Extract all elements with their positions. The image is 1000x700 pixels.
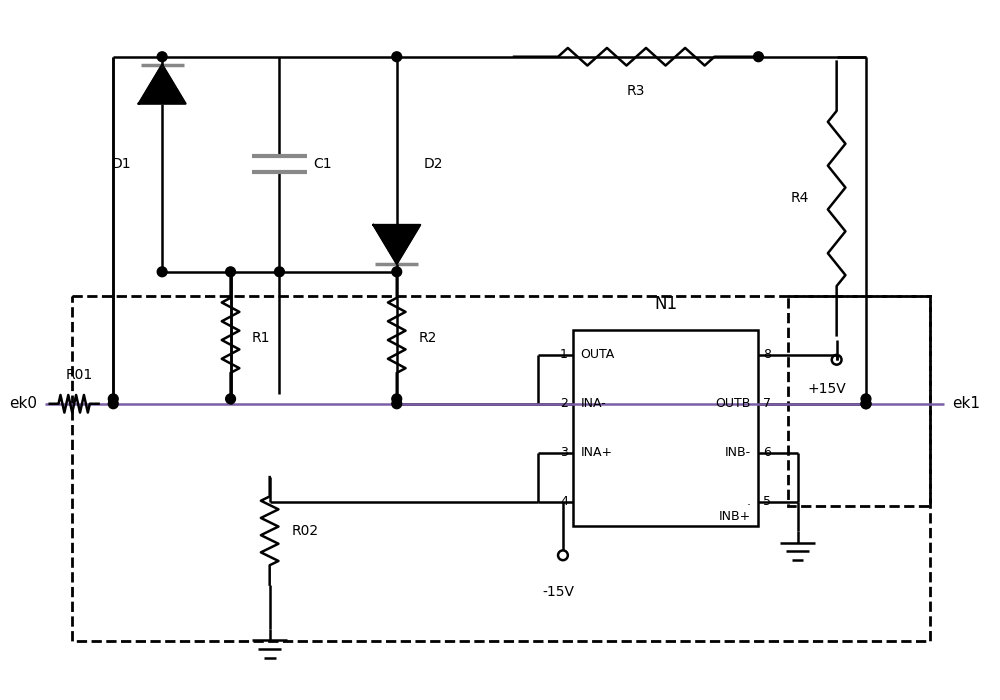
Text: D2: D2 — [424, 158, 444, 172]
Text: R2: R2 — [418, 331, 437, 345]
Circle shape — [392, 394, 402, 404]
Circle shape — [157, 52, 167, 62]
Text: 3: 3 — [560, 446, 568, 459]
Polygon shape — [139, 64, 186, 104]
Text: INB-: INB- — [724, 446, 751, 459]
Text: OUTB: OUTB — [715, 398, 751, 410]
Text: 2: 2 — [560, 398, 568, 410]
Circle shape — [861, 399, 871, 409]
Text: ek1: ek1 — [952, 396, 980, 412]
Text: 1: 1 — [560, 349, 568, 361]
Text: R01: R01 — [65, 368, 93, 382]
Circle shape — [108, 399, 118, 409]
Text: R02: R02 — [291, 524, 318, 538]
Text: 7: 7 — [763, 398, 771, 410]
Circle shape — [226, 267, 235, 276]
Text: INA-: INA- — [581, 398, 606, 410]
Text: R3: R3 — [627, 84, 645, 98]
Text: 4: 4 — [560, 495, 568, 508]
Text: 5: 5 — [763, 495, 771, 508]
Text: OUTA: OUTA — [581, 349, 615, 361]
Circle shape — [754, 52, 763, 62]
Circle shape — [392, 52, 402, 62]
Text: C1: C1 — [314, 158, 332, 172]
Circle shape — [392, 399, 402, 409]
Circle shape — [226, 394, 235, 404]
Circle shape — [108, 394, 118, 404]
Text: 6: 6 — [763, 446, 771, 459]
Text: R1: R1 — [252, 331, 271, 345]
Text: INA+: INA+ — [581, 446, 613, 459]
Text: +15V: +15V — [807, 382, 846, 396]
Polygon shape — [373, 225, 420, 264]
Circle shape — [275, 267, 284, 276]
Circle shape — [157, 267, 167, 276]
Text: -15V: -15V — [542, 584, 574, 598]
Circle shape — [392, 267, 402, 276]
Text: INB+: INB+ — [718, 510, 751, 523]
Text: N1: N1 — [654, 295, 677, 313]
Circle shape — [861, 394, 871, 404]
Text: R4: R4 — [791, 192, 809, 206]
Text: .: . — [747, 495, 751, 508]
Bar — [573, 330, 758, 526]
Text: 8: 8 — [763, 349, 771, 361]
Text: D1: D1 — [111, 158, 131, 172]
Circle shape — [861, 399, 871, 409]
Text: ek0: ek0 — [9, 396, 37, 412]
